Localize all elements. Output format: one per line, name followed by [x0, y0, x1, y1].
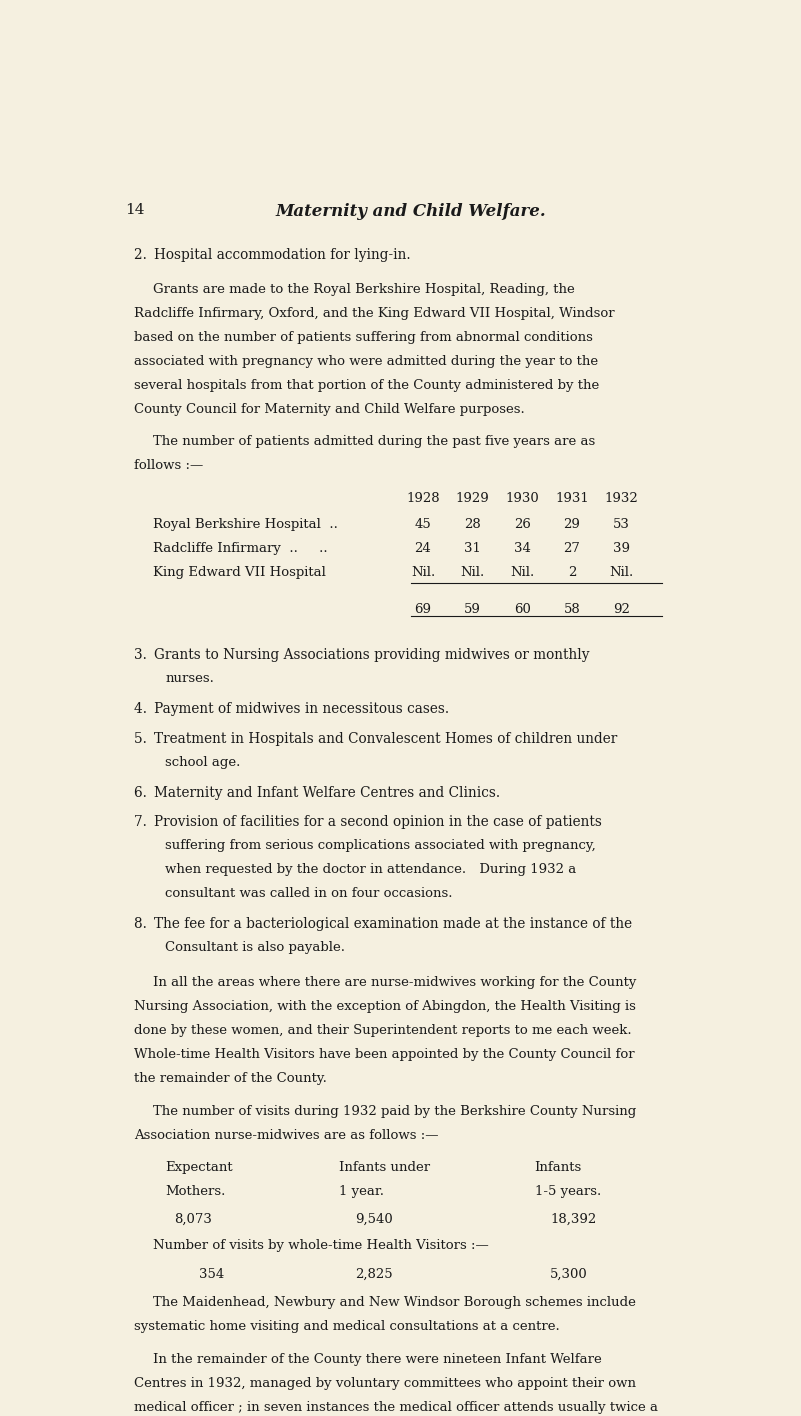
Text: In all the areas where there are nurse-midwives working for the County: In all the areas where there are nurse-m…	[153, 976, 636, 990]
Text: 5.  Treatment in Hospitals and Convalescent Homes of children under: 5. Treatment in Hospitals and Convalesce…	[135, 732, 618, 746]
Text: 2.  Hospital accommodation for lying-in.: 2. Hospital accommodation for lying-in.	[135, 248, 411, 262]
Text: 1930: 1930	[505, 491, 539, 504]
Text: 69: 69	[414, 603, 432, 616]
Text: 3.  Grants to Nursing Associations providing midwives or monthly: 3. Grants to Nursing Associations provid…	[135, 647, 590, 661]
Text: Centres in 1932, managed by voluntary committees who appoint their own: Centres in 1932, managed by voluntary co…	[135, 1376, 636, 1389]
Text: suffering from serious complications associated with pregnancy,: suffering from serious complications ass…	[165, 840, 596, 852]
Text: 9,540: 9,540	[355, 1212, 392, 1225]
Text: 5,300: 5,300	[550, 1267, 588, 1280]
Text: Nil.: Nil.	[461, 566, 485, 579]
Text: The Maidenhead, Newbury and New Windsor Borough schemes include: The Maidenhead, Newbury and New Windsor …	[153, 1297, 636, 1310]
Text: 2: 2	[568, 566, 576, 579]
Text: In the remainder of the County there were nineteen Infant Welfare: In the remainder of the County there wer…	[153, 1352, 602, 1366]
Text: Number of visits by whole-time Health Visitors :—: Number of visits by whole-time Health Vi…	[153, 1239, 489, 1252]
Text: 4.  Payment of midwives in necessitous cases.: 4. Payment of midwives in necessitous ca…	[135, 701, 449, 715]
Text: follows :—: follows :—	[135, 459, 203, 473]
Text: 354: 354	[199, 1267, 225, 1280]
Text: when requested by the doctor in attendance. During 1932 a: when requested by the doctor in attendan…	[165, 864, 577, 877]
Text: 1928: 1928	[406, 491, 440, 504]
Text: 7.  Provision of facilities for a second opinion in the case of patients: 7. Provision of facilities for a second …	[135, 816, 602, 830]
Text: 59: 59	[464, 603, 481, 616]
Text: consultant was called in on four occasions.: consultant was called in on four occasio…	[165, 888, 453, 901]
Text: Whole-time Health Visitors have been appointed by the County Council for: Whole-time Health Visitors have been app…	[135, 1048, 635, 1061]
Text: 1 year.: 1 year.	[339, 1185, 384, 1198]
Text: Infants: Infants	[535, 1161, 582, 1174]
Text: 34: 34	[513, 542, 531, 555]
Text: Radcliffe Infirmary  ..     ..: Radcliffe Infirmary .. ..	[153, 542, 328, 555]
Text: 14: 14	[125, 202, 144, 217]
Text: 29: 29	[563, 518, 581, 531]
Text: 1929: 1929	[456, 491, 489, 504]
Text: 92: 92	[613, 603, 630, 616]
Text: Nursing Association, with the exception of Abingdon, the Health Visiting is: Nursing Association, with the exception …	[135, 1000, 636, 1014]
Text: The number of patients admitted during the past five years are as: The number of patients admitted during t…	[153, 435, 595, 449]
Text: 24: 24	[415, 542, 431, 555]
Text: 8.  The fee for a bacteriological examination made at the instance of the: 8. The fee for a bacteriological examina…	[135, 918, 633, 932]
Text: 1932: 1932	[605, 491, 638, 504]
Text: 60: 60	[513, 603, 531, 616]
Text: Nil.: Nil.	[510, 566, 534, 579]
Text: 1-5 years.: 1-5 years.	[535, 1185, 601, 1198]
Text: 53: 53	[613, 518, 630, 531]
Text: Radcliffe Infirmary, Oxford, and the King Edward VII Hospital, Windsor: Radcliffe Infirmary, Oxford, and the Kin…	[135, 307, 615, 320]
Text: 6.  Maternity and Infant Welfare Centres and Clinics.: 6. Maternity and Infant Welfare Centres …	[135, 786, 501, 800]
Text: done by these women, and their Superintendent reports to me each week.: done by these women, and their Superinte…	[135, 1024, 632, 1037]
Text: Expectant: Expectant	[165, 1161, 233, 1174]
Text: based on the number of patients suffering from abnormal conditions: based on the number of patients sufferin…	[135, 331, 594, 344]
Text: 8,073: 8,073	[175, 1212, 212, 1225]
Text: Grants are made to the Royal Berkshire Hospital, Reading, the: Grants are made to the Royal Berkshire H…	[153, 283, 574, 296]
Text: 27: 27	[563, 542, 581, 555]
Text: 2,825: 2,825	[355, 1267, 392, 1280]
Text: systematic home visiting and medical consultations at a centre.: systematic home visiting and medical con…	[135, 1321, 560, 1334]
Text: Nil.: Nil.	[411, 566, 435, 579]
Text: Association nurse-midwives are as follows :—: Association nurse-midwives are as follow…	[135, 1129, 439, 1141]
Text: nurses.: nurses.	[165, 671, 214, 684]
Text: several hospitals from that portion of the County administered by the: several hospitals from that portion of t…	[135, 379, 599, 392]
Text: Maternity and Child Welfare.: Maternity and Child Welfare.	[276, 202, 545, 219]
Text: 31: 31	[464, 542, 481, 555]
Text: Nil.: Nil.	[610, 566, 634, 579]
Text: 39: 39	[613, 542, 630, 555]
Text: County Council for Maternity and Child Welfare purposes.: County Council for Maternity and Child W…	[135, 404, 525, 416]
Text: the remainder of the County.: the remainder of the County.	[135, 1072, 327, 1085]
Text: 18,392: 18,392	[550, 1212, 597, 1225]
Text: 45: 45	[415, 518, 431, 531]
Text: Mothers.: Mothers.	[165, 1185, 226, 1198]
Text: 26: 26	[513, 518, 531, 531]
Text: medical officer ; in seven instances the medical officer attends usually twice a: medical officer ; in seven instances the…	[135, 1400, 658, 1413]
Text: 58: 58	[564, 603, 580, 616]
Text: school age.: school age.	[165, 756, 240, 769]
Text: King Edward VII Hospital: King Edward VII Hospital	[153, 566, 326, 579]
Text: Consultant is also payable.: Consultant is also payable.	[165, 942, 345, 954]
Text: Royal Berkshire Hospital  ..: Royal Berkshire Hospital ..	[153, 518, 338, 531]
Text: 28: 28	[465, 518, 481, 531]
Text: The number of visits during 1932 paid by the Berkshire County Nursing: The number of visits during 1932 paid by…	[153, 1104, 636, 1117]
Text: Infants under: Infants under	[339, 1161, 430, 1174]
Text: 1931: 1931	[555, 491, 589, 504]
Text: associated with pregnancy who were admitted during the year to the: associated with pregnancy who were admit…	[135, 355, 598, 368]
